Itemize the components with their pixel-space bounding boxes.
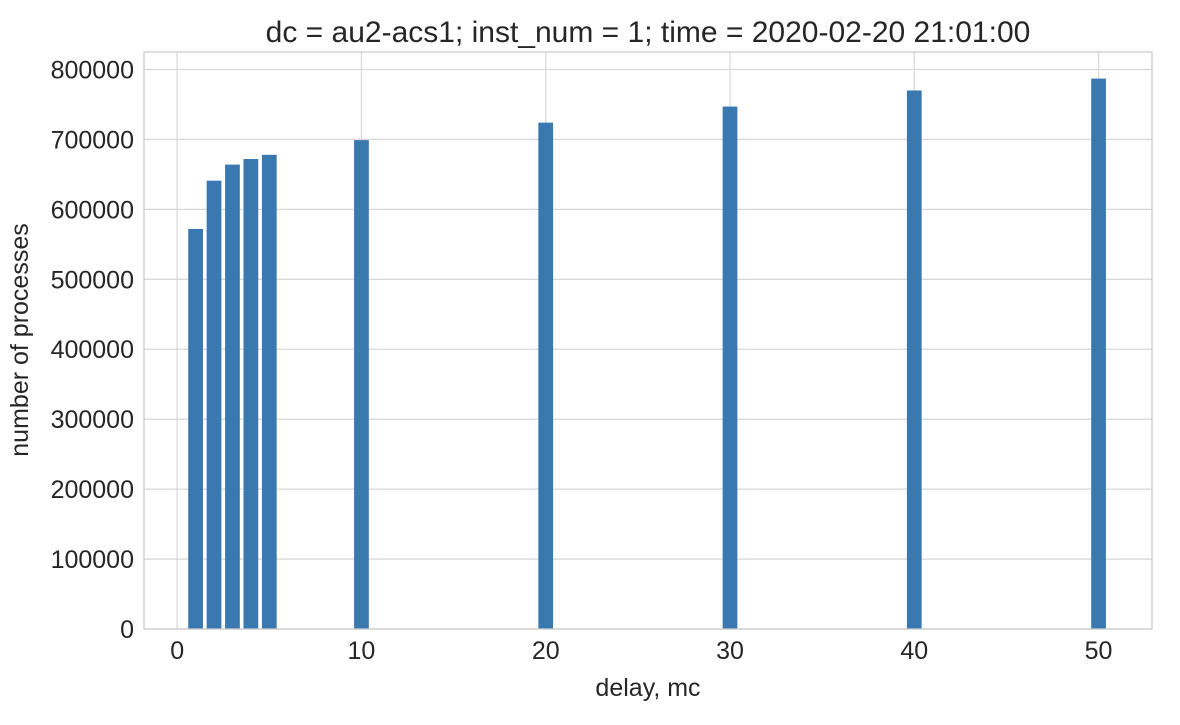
bar <box>722 106 738 629</box>
grid <box>144 52 1152 630</box>
bar <box>225 164 240 629</box>
x-tick-label: 20 <box>532 637 560 665</box>
y-tick-labels: 0 100000 200000 300000 400000 500000 600000 700… <box>51 56 134 644</box>
x-tick-label: 10 <box>348 637 376 665</box>
bar <box>354 140 369 629</box>
bar <box>1091 78 1106 630</box>
y-tick-label: 0 <box>120 616 134 644</box>
bar <box>906 90 922 629</box>
plot-frame <box>143 51 1153 630</box>
y-tick-label: 200000 <box>51 476 134 504</box>
bar <box>261 154 277 629</box>
y-tick-label: 600000 <box>51 196 134 224</box>
x-tick-label: 50 <box>1085 637 1113 665</box>
x-axis-label: delay, mc <box>595 674 700 702</box>
x-tick-label: 30 <box>716 637 744 665</box>
x-tick-label: 40 <box>900 637 928 665</box>
y-tick-label: 500000 <box>51 266 134 294</box>
y-tick-label: 700000 <box>51 126 134 154</box>
x-tick-labels: 0 10 20 30 40 50 <box>170 637 1112 665</box>
bar <box>243 159 259 630</box>
y-tick-label: 100000 <box>51 546 134 574</box>
bar <box>206 180 222 630</box>
y-tick-label: 400000 <box>51 336 134 364</box>
chart-title: dc = au2-acs1; inst_num = 1; time = 2020… <box>266 16 1031 49</box>
y-axis-label: number of processes <box>6 223 34 456</box>
x-tick-label: 0 <box>170 637 184 665</box>
y-tick-label: 300000 <box>51 406 134 434</box>
bars <box>188 78 1106 630</box>
bar <box>188 228 203 630</box>
y-tick-label: 800000 <box>51 56 134 84</box>
bar <box>538 122 554 629</box>
